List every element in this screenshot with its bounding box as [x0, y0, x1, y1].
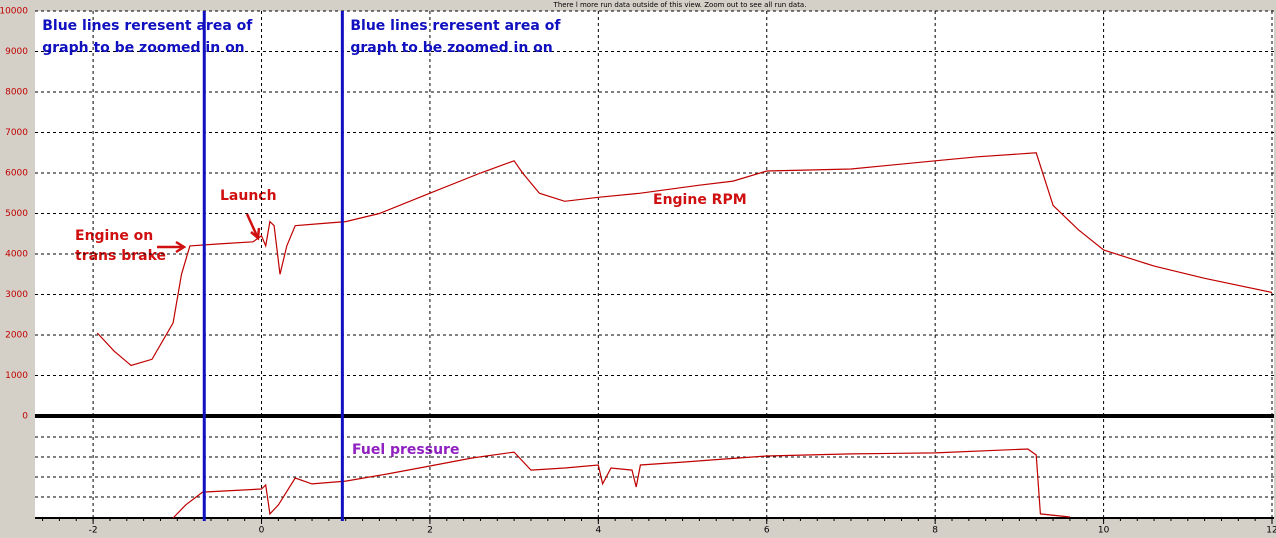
- x-tick-label: 12: [1266, 526, 1276, 536]
- note: There l more run data outside of this vi…: [553, 1, 807, 9]
- y-tick-label: 7000: [5, 128, 28, 138]
- x-tick-label: 4: [595, 526, 601, 536]
- annotation: trans brake: [75, 248, 166, 264]
- zoom-label: Blue lines reresent area of: [42, 18, 253, 34]
- zoom-label: graph to be zoomed in on: [42, 40, 244, 56]
- series-line: [172, 448, 1070, 519]
- y-tick-label: 6000: [5, 169, 28, 179]
- zoom-label: graph to be zoomed in on: [350, 40, 552, 56]
- y-tick-label: 1000: [5, 371, 28, 381]
- y-tick-label: 0: [22, 412, 28, 422]
- arrow: [157, 240, 187, 254]
- zoom-label: Blue lines reresent area of: [350, 18, 561, 34]
- y-tick-label: 8000: [5, 88, 28, 98]
- x-tick-label: -2: [89, 526, 98, 536]
- x-axis-band: [35, 518, 1276, 538]
- annotation: Engine on: [75, 228, 153, 244]
- y-tick-label: 10000: [0, 7, 28, 17]
- annotation: Launch: [220, 188, 277, 204]
- x-tick-label: 10: [1098, 526, 1110, 536]
- annotation: Fuel pressure: [352, 442, 459, 458]
- annotation: Engine RPM: [653, 192, 747, 208]
- lower-grid: [35, 436, 1274, 498]
- x-tick-label: 0: [259, 526, 265, 536]
- x-tick-label: 8: [932, 526, 938, 536]
- y-tick-label: 3000: [5, 290, 28, 300]
- y-tick-label: 2000: [5, 331, 28, 341]
- y-tick-label: 4000: [5, 250, 28, 260]
- x-tick-label: 2: [427, 526, 433, 536]
- y-tick-label: 5000: [5, 209, 28, 219]
- x-tick-label: 6: [764, 526, 770, 536]
- y-tick-label: 9000: [5, 47, 28, 57]
- plot-area: [35, 11, 1274, 518]
